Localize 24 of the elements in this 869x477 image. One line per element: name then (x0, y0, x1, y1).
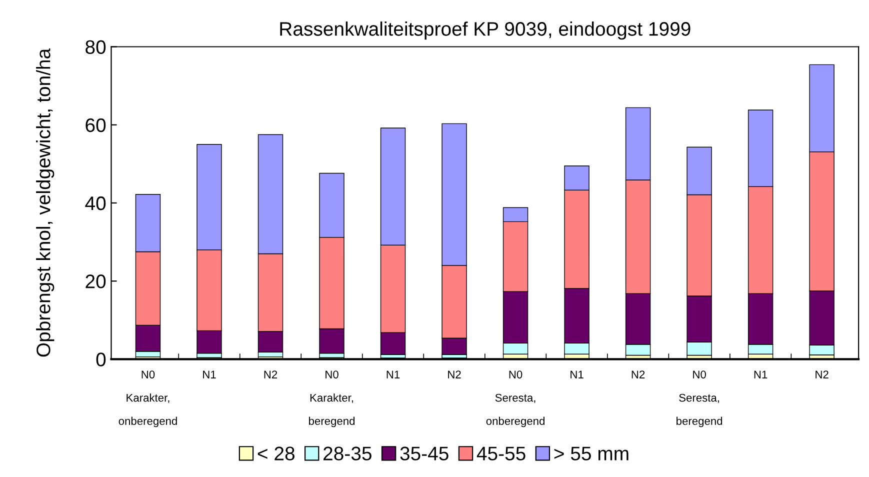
y-tick-label: 40 (85, 196, 106, 210)
legend-label: > 55 mm (554, 446, 628, 460)
legend-label: 45-55 (476, 446, 526, 460)
y-tick-label: 20 (86, 274, 106, 288)
y-tick-label: 60 (86, 118, 106, 132)
category-label: N0 Karakter, beregend (309, 370, 355, 428)
legend-label: 28-35 (324, 446, 372, 460)
x-tick-label: N1 (570, 370, 584, 378)
x-tick-label: N1 (203, 370, 216, 378)
x-tick-label: N1 (754, 370, 768, 378)
y-tick-label: 80 (86, 40, 106, 54)
y-tick-label: 0 (96, 352, 106, 366)
x-tick-label: N2 (632, 370, 645, 378)
x-tick-label: N2 (448, 370, 461, 378)
y-axis-title: Opbrengst knol, veldgewicht, ton/ha (36, 48, 54, 357)
x-tick-label: N2 (264, 370, 278, 378)
x-tick-label: N2 (816, 370, 828, 378)
legend-label: 35-45 (400, 446, 448, 460)
chart-title: Rassenkwaliteitsproef KP 9039, eindoogst 1999 (280, 22, 690, 40)
x-tick-label: N1 (386, 370, 400, 378)
category-label: N0 Seresta, onberegend (486, 370, 544, 428)
category-label: N0 Seresta, beregend (676, 370, 722, 428)
legend-label: < 28 (258, 446, 294, 460)
category-label: N0 Karakter, onberegend (118, 370, 177, 428)
